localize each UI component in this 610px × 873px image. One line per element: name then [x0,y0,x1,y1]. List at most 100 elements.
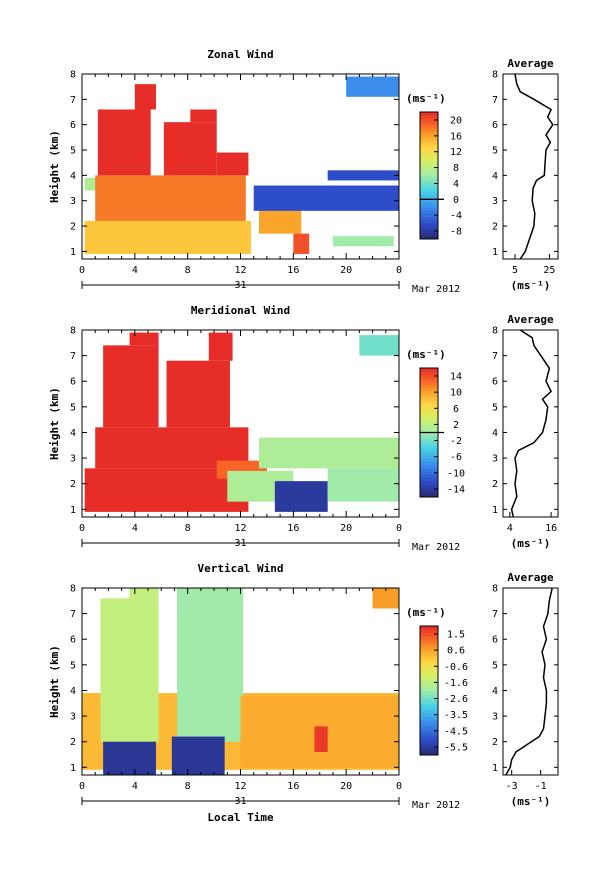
colorbar-tick-label: -4.5 [444,726,468,737]
panel-title: Meridional Wind [191,304,290,317]
y-tick-label: 2 [70,222,76,233]
colorbar-swatch [420,751,438,756]
profile-y-tick-label: 8 [492,584,498,595]
colorbar-swatch [420,703,438,708]
colorbar-swatch [420,742,438,746]
colorbar-swatch [420,134,438,138]
colorbar-tick-label: 2 [453,420,459,431]
colorbar-swatch [420,377,438,382]
colorbar-swatch [420,131,438,135]
profile-frame [502,587,559,776]
heatmap-cell [359,335,399,356]
heatmap-cell [327,468,399,502]
colorbar-swatch [420,432,438,437]
colorbar-swatch [420,464,438,469]
colorbar-swatch [420,397,438,401]
colorbar-swatch [420,229,438,234]
colorbar-swatch [420,461,438,466]
colorbar-swatch [420,380,438,385]
colorbar-swatch [420,706,438,711]
colorbar-swatch [420,118,438,123]
profile-y-tick-label: 6 [492,635,498,646]
x-tick-label: 4 [132,781,138,792]
heatmap-cell [346,76,399,97]
colorbar-swatch [420,137,438,142]
colorbar-swatch [420,648,438,653]
profile-frame [502,73,559,260]
colorbar-swatch [420,371,438,375]
colorbar-tick-label: 16 [450,131,462,142]
profile-y-tick-label: 8 [492,70,498,81]
y-tick-label: 4 [70,686,76,697]
y-tick-label: 1 [70,763,76,774]
y-tick-label: 8 [70,584,76,595]
y-tick-label: 2 [70,737,76,748]
x-tick-label: 0 [396,523,402,534]
profile-x-tick-label: -3 [506,781,518,792]
heatmap-cell [372,588,399,609]
y-tick-label: 6 [70,635,76,646]
colorbar-swatch [420,213,438,218]
date-label: 31 [234,280,246,291]
y-tick-label: 5 [70,146,76,157]
colorbar-swatch [420,169,438,173]
heatmap-cell [103,345,159,428]
colorbar-swatch [420,181,438,186]
date-label: 31 [234,796,246,807]
colorbar-tick-label: -1.6 [444,678,468,689]
colorbar-swatch [420,413,438,417]
x-tick-label: 0 [396,781,402,792]
colorbar-swatch [420,368,438,372]
colorbar-swatch [420,210,438,215]
colorbar-swatch [420,162,438,167]
colorbar-swatch [420,474,438,479]
colorbar-swatch [420,194,438,199]
heatmap-cell [177,588,244,742]
colorbar-swatch [420,722,438,727]
colorbar-swatch [420,384,438,388]
colorbar-swatch [420,226,438,230]
colorbar-swatch [420,748,438,753]
y-tick-label: 6 [70,377,76,388]
colorbar-unit: (ms⁻¹) [406,348,446,361]
x-tick-label: 16 [287,523,299,534]
colorbar-swatch [420,426,438,430]
x-tick-label: 12 [234,781,246,792]
colorbar-tick-label: 6 [453,404,459,415]
x-tick-label: 0 [79,523,85,534]
colorbar-swatch [420,684,438,688]
colorbar-swatch [420,159,438,164]
colorbar-tick-label: -2.6 [444,694,468,705]
colorbar-swatch [420,153,438,157]
colorbar-swatch [420,725,438,730]
heatmap-cell [293,233,310,254]
profile-y-tick-label: 7 [492,351,498,362]
colorbar-tick-label: -3.5 [444,710,468,721]
y-tick-label: 4 [70,171,76,182]
colorbar-tick-label: -2 [450,436,462,447]
colorbar-swatch [420,150,438,154]
colorbar-swatch [420,471,438,475]
colorbar-frame [419,111,439,240]
profile-line [510,329,553,518]
colorbar-swatch [420,146,438,151]
panel-title: Zonal Wind [207,48,273,61]
colorbar-swatch [420,140,438,145]
profile-title: Average [507,57,554,70]
colorbar-swatch [420,455,438,459]
colorbar-swatch [420,429,438,433]
colorbar-swatch [420,680,438,685]
profile-y-tick-label: 7 [492,95,498,106]
colorbar-swatch [420,422,438,427]
colorbar-swatch [420,400,438,404]
profile-title: Average [507,313,554,326]
colorbar-swatch [420,642,438,646]
colorbar-frame [419,625,439,756]
colorbar-unit: (ms⁻¹) [406,92,446,105]
colorbar-swatch [420,165,438,170]
colorbar-swatch [420,374,438,379]
heatmap-cell [95,175,246,221]
profile-y-tick-label: 1 [492,247,498,258]
